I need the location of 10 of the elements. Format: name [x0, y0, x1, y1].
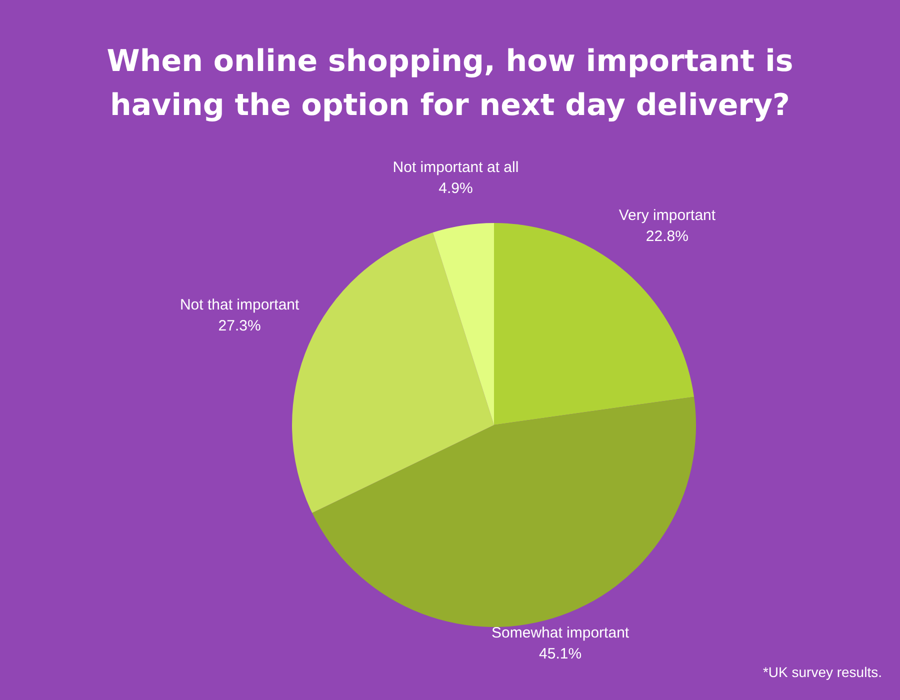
data-label: 27.3%	[218, 318, 261, 335]
slice-label: Not important at all	[392, 159, 519, 176]
data-label: 45.1%	[539, 645, 582, 662]
text: *UK survey results.	[762, 664, 882, 680]
slice-label: Somewhat important	[492, 624, 630, 642]
data-label: 22.8%	[646, 228, 688, 245]
slice-label: Not that important	[180, 296, 300, 314]
data-label: 4.9%	[438, 180, 473, 198]
chart-title: When online shopping, how important is having the option for next day delivery?	[106, 43, 794, 125]
slice-label: Very important	[618, 206, 716, 224]
